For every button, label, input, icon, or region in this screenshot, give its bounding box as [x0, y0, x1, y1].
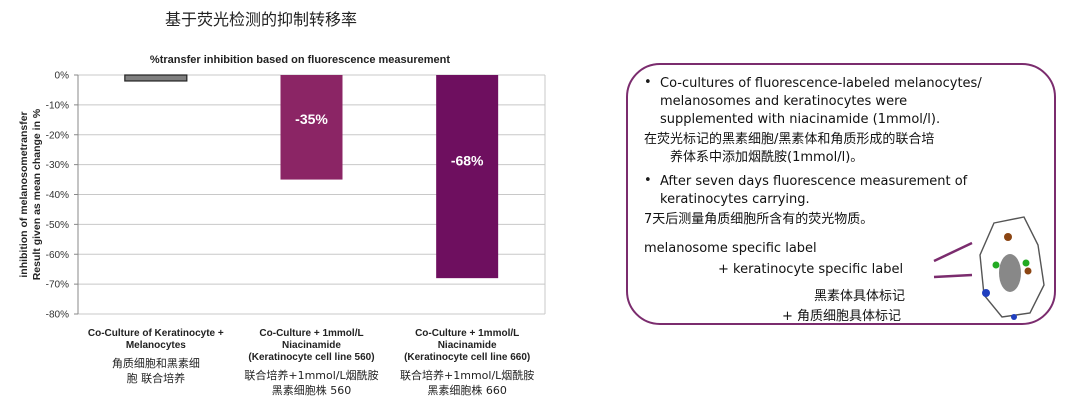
keratinocyte-cell-icon — [933, 216, 1045, 320]
cn-line: 养体系中添加烟酰胺(1mmol/l)。 — [670, 150, 864, 165]
y-tick-label: -60% — [46, 250, 69, 261]
cn-line: 在荧光标记的黑素细胞/黑素体和角质形成的联合培 — [644, 132, 935, 147]
x-category-label-cn: 角质细胞和黑素细 胞 联合培养 — [111, 357, 200, 385]
bullet-1-line: Co-cultures of fluorescence-labeled mela… — [660, 76, 982, 91]
y-tick-label: -40% — [46, 190, 69, 201]
bar — [124, 74, 188, 82]
bar-chart: %transfer inhibition based on fluorescen… — [18, 54, 546, 321]
x-category-label: Co-Culture of Keratinocyte + Melanocytes — [87, 328, 224, 351]
bullet-2-line: keratinocytes carrying. — [660, 192, 810, 207]
y-axis-label: Result given as mean change in % — [31, 108, 43, 280]
bullet-2-text: After seven days fluorescence measuremen… — [660, 173, 967, 209]
x-category-label: Co-Culture + 1mmol/L Niacinamide (Kerati… — [248, 328, 375, 363]
chart-title: %transfer inhibition based on fluorescen… — [150, 54, 450, 66]
bullet-1: • — [644, 75, 652, 90]
info-box: • Co-cultures of fluorescence-labeled me… — [626, 63, 1056, 325]
y-tick-label: 0% — [55, 71, 70, 82]
melanosome-label: melanosome specific label — [644, 241, 817, 256]
x-category-label-cn: 联合培养+1mmol/L烟酰胺 黑素细胞株 560 — [244, 369, 379, 397]
x-category-label: Co-Culture + 1mmol/L Niacinamide (Kerati… — [404, 328, 531, 363]
y-tick-label: -20% — [46, 130, 69, 141]
keratinocyte-label: + keratinocyte specific label — [718, 262, 904, 277]
bar — [436, 75, 499, 279]
page-title: 基于荧光检测的抑制转移率 — [165, 10, 358, 29]
x-category-label-cn: 联合培养+1mmol/L烟酰胺 黑素细胞株 660 — [400, 369, 535, 397]
y-tick-label: -50% — [46, 220, 69, 231]
bar — [280, 75, 343, 180]
data-label: -35% — [295, 111, 328, 127]
cn-text-1: 在荧光标记的黑素细胞/黑素体和角质形成的联合培 养体系中添加烟酰胺(1mmol/… — [644, 131, 934, 167]
cn-text-2: 7天后测量角质细胞所含有的荧光物质。 — [644, 212, 874, 227]
bullet-1-line: melanosomes and keratinocytes were — [660, 94, 908, 109]
y-tick-label: -80% — [46, 310, 69, 321]
bullet-2: • — [644, 173, 652, 188]
bullet-2-line: After seven days fluorescence measuremen… — [660, 174, 968, 189]
y-tick-label: -70% — [46, 280, 69, 291]
y-tick-label: -30% — [46, 160, 69, 171]
data-label: -68% — [451, 152, 484, 168]
bullet-1-text: Co-cultures of fluorescence-labeled mela… — [660, 75, 982, 129]
keratinocyte-label-cn: + 角质细胞具体标记 — [782, 309, 902, 324]
y-tick-label: -10% — [46, 100, 69, 111]
y-axis-label: inhibition of melanosometransfer — [18, 111, 30, 277]
bullet-1-line: supplemented with niacinamide (1mmol/l). — [660, 112, 941, 127]
melanosome-label-cn: 黑素体具体标记 — [814, 289, 906, 304]
